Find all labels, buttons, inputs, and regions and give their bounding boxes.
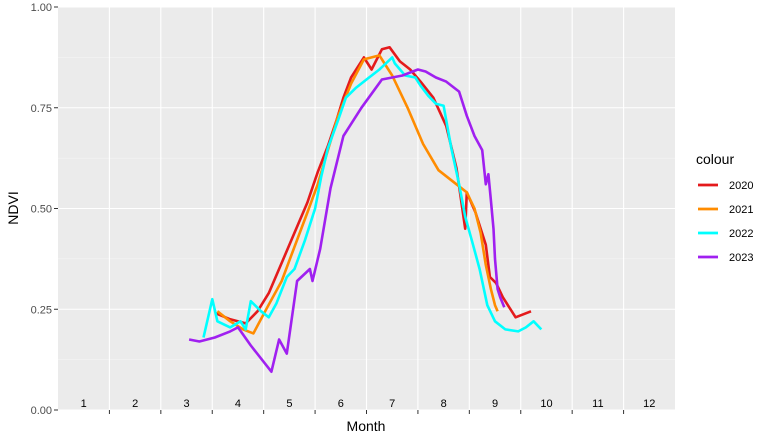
- month-label: 2: [132, 398, 138, 410]
- month-label: 4: [235, 398, 241, 410]
- month-label: 12: [643, 398, 655, 410]
- y-axis-title: NDVI: [5, 191, 21, 224]
- x-axis-title: Month: [347, 418, 386, 434]
- month-label: 8: [441, 398, 447, 410]
- month-label: 3: [183, 398, 189, 410]
- grid-major: [58, 6, 675, 411]
- series-line-2022: [202, 56, 543, 338]
- x-axis: [108, 410, 625, 414]
- y-tick-label: 0.50: [31, 204, 52, 216]
- legend-label-2021: 2021: [729, 204, 753, 216]
- month-label: 5: [286, 398, 292, 410]
- legend-label-2022: 2022: [729, 228, 753, 240]
- legend-title: colour: [696, 151, 734, 167]
- month-label: 10: [540, 398, 552, 410]
- month-label: 1: [81, 398, 87, 410]
- y-tick-label: 0.75: [31, 103, 52, 115]
- legend-label-2023: 2023: [729, 252, 753, 264]
- month-label: 6: [338, 398, 344, 410]
- y-tick-label: 0.25: [31, 304, 52, 316]
- y-tick-label: 0.00: [31, 405, 52, 417]
- series-line-2020: [215, 45, 532, 325]
- legend-label-2020: 2020: [729, 180, 753, 192]
- month-label: 9: [492, 398, 498, 410]
- series-layer: [188, 45, 543, 374]
- month-labels: 1 2 3 4 5 6 7 8 9 10 11 12: [81, 398, 656, 410]
- month-label: 7: [389, 398, 395, 410]
- legend: colour 2020 2021 2022 2023: [696, 151, 753, 264]
- y-tick-label: 1.00: [31, 2, 52, 14]
- y-axis: 0.00 0.25 0.50 0.75 1.00: [31, 2, 58, 417]
- month-label: 11: [592, 398, 603, 410]
- series-line-2021: [216, 54, 499, 335]
- series-line-2023: [188, 68, 506, 374]
